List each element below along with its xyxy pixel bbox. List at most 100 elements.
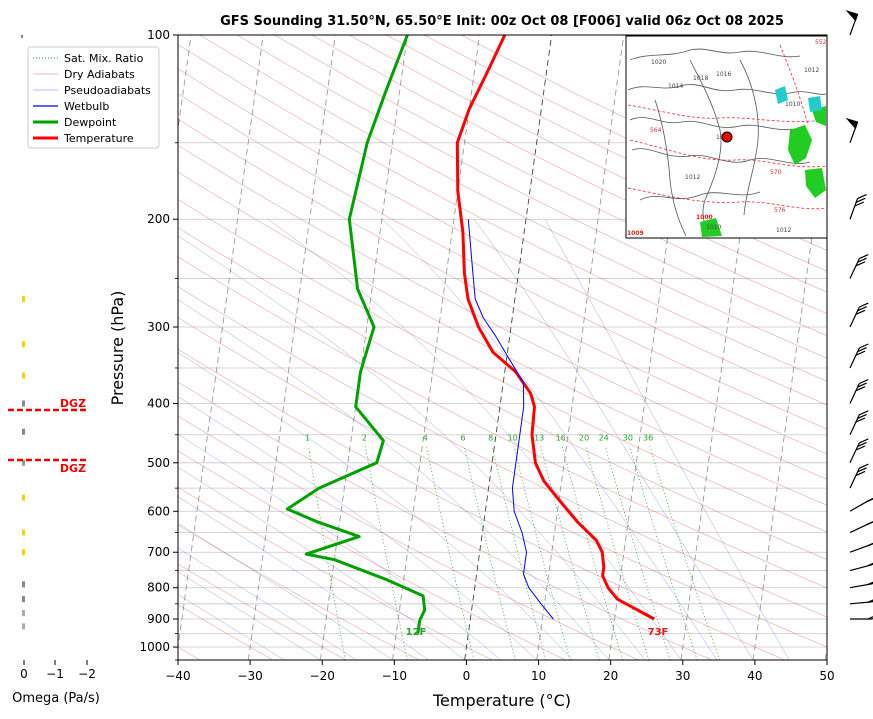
inset-label: 1016 <box>716 71 731 78</box>
mixing-ratio-label: 24 <box>599 434 609 443</box>
dry-adiabat <box>178 256 827 589</box>
sounding-location-marker <box>721 131 733 143</box>
mixing-ratio-label: 30 <box>623 434 633 443</box>
mixing-ratio-line <box>604 446 671 660</box>
surface-temperature-label: 73F <box>648 627 669 638</box>
pseudoadiabats <box>178 218 790 660</box>
mixing-ratio-line <box>365 446 408 660</box>
omega-panel: DGZ DGZ 0 −1 −2 Omega (Pa/s) <box>8 35 100 706</box>
y-tick-label: 900 <box>147 612 170 626</box>
mixing-ratio-line <box>585 446 650 660</box>
mixing-ratio-label: 36 <box>643 434 653 443</box>
mixing-ratio-label: 8 <box>488 434 493 443</box>
chart-title: GFS Sounding 31.50°N, 65.50°E Init: 00z … <box>220 14 784 29</box>
wind-barbs <box>845 10 873 620</box>
dry-adiabat <box>199 35 827 359</box>
pseudoadiabat <box>178 496 429 660</box>
mixing-ratio-label: 16 <box>556 434 566 443</box>
dry-adiabat <box>178 145 827 480</box>
omega-bar <box>22 610 25 617</box>
mixing-ratio-label: 13 <box>534 434 544 443</box>
dry-adiabat <box>178 563 347 660</box>
mixing-ratio-line <box>561 446 624 660</box>
y-tick-label: 400 <box>147 397 170 411</box>
dry-adiabat <box>178 604 274 660</box>
dry-adiabat <box>178 415 639 660</box>
omega-bars <box>21 35 25 630</box>
isotherm-line <box>247 35 336 660</box>
inset-label: 1010 <box>785 101 800 108</box>
mixing-ratio-label: 6 <box>460 434 465 443</box>
mixing-ratio-label: 20 <box>579 434 589 443</box>
surface-dewpoint-label: 12F <box>406 627 427 638</box>
inset-label: 564 <box>650 127 662 134</box>
x-tick-label: 0 <box>463 669 471 683</box>
dgz-label: DGZ <box>60 462 86 475</box>
x-tick-label: 50 <box>819 669 834 683</box>
legend-label: Temperature <box>63 132 134 145</box>
isotherm-line <box>319 35 408 660</box>
wind-barb <box>849 463 869 489</box>
mixing-ratio-labels: 1 2 4 6 8 10 13 16 20 24 30 36 <box>305 434 653 443</box>
wind-barb <box>849 254 869 279</box>
dry-adiabats <box>178 35 827 660</box>
omega-bar <box>22 581 25 588</box>
x-tick-label: 30 <box>675 669 690 683</box>
legend-label: Sat. Mix. Ratio <box>64 52 144 65</box>
dry-adiabat <box>178 171 827 506</box>
omega-bar <box>22 296 25 302</box>
dry-adiabat <box>178 227 827 560</box>
inset-map: 1020 1018 1016 1014 1012 1010 1008 1012 … <box>625 35 828 239</box>
wind-barb <box>849 581 873 589</box>
dry-adiabat <box>274 35 827 314</box>
x-tick-label: −20 <box>310 669 335 683</box>
y-axis-ticks: 100 200 300 400 500 600 700 800 900 1000 <box>139 28 178 661</box>
pseudoadiabat <box>178 594 285 660</box>
dry-adiabat <box>178 450 566 660</box>
sounding-profiles <box>285 35 655 634</box>
y-tick-label: 300 <box>147 320 170 334</box>
inset-label: 1009 <box>627 230 644 237</box>
omega-tick-label: −2 <box>78 667 96 681</box>
legend-label: Pseudoadiabats <box>64 84 151 97</box>
pseudoadiabat <box>544 219 790 660</box>
omega-bar <box>21 35 23 38</box>
wind-barb <box>849 599 873 605</box>
inset-label: 1010 <box>706 224 721 231</box>
pseudoadiabat <box>178 299 610 660</box>
inset-label: 570 <box>770 169 782 176</box>
mixing-ratio-label: 10 <box>508 434 518 443</box>
isotherm-line <box>536 35 625 660</box>
wind-barb <box>849 616 873 620</box>
wind-barb <box>849 378 869 404</box>
dry-adiabat <box>178 118 827 455</box>
wind-barb <box>849 194 867 220</box>
omega-bar <box>22 623 25 630</box>
inset-label: 1012 <box>804 67 819 74</box>
dewpoint-profile <box>285 35 427 634</box>
wind-barb <box>849 562 873 572</box>
pseudoadiabat <box>178 547 357 660</box>
dgz-label: DGZ <box>60 397 86 410</box>
inset-label: 1014 <box>668 83 683 90</box>
inset-label: 552 <box>815 39 827 46</box>
omega-bar <box>22 529 25 536</box>
x-tick-label: −30 <box>237 669 262 683</box>
isotherm-line <box>178 35 264 651</box>
pseudoadiabat <box>178 352 573 660</box>
dry-adiabat <box>178 44 827 382</box>
wind-barb <box>849 410 869 436</box>
dry-adiabat <box>178 317 827 648</box>
dry-adiabat <box>178 487 493 660</box>
omega-bar <box>22 596 25 603</box>
wind-barb <box>849 438 869 464</box>
wind-barb <box>849 302 869 328</box>
inset-label: 1000 <box>696 214 713 221</box>
pseudoadiabat <box>178 235 646 660</box>
inset-label: 1018 <box>693 75 708 82</box>
y-tick-label: 500 <box>147 456 170 470</box>
dry-adiabat <box>178 524 420 660</box>
mixing-ratio-label: 2 <box>362 434 367 443</box>
y-tick-label: 600 <box>147 504 170 518</box>
